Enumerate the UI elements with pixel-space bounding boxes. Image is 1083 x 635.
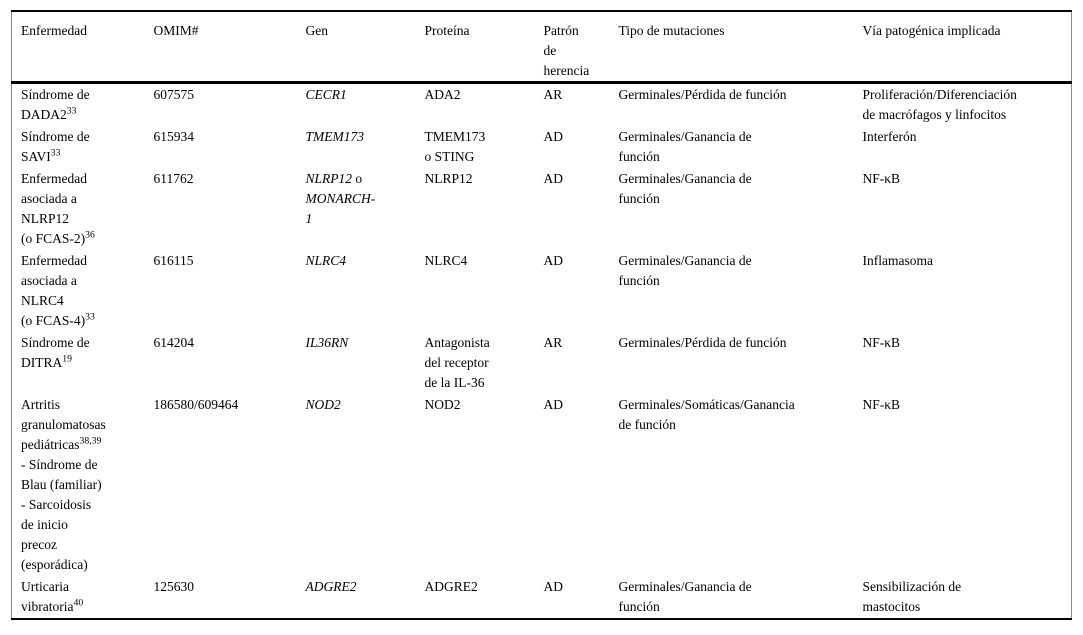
table-cell: 125630 [153, 579, 195, 594]
table-cell: Síndrome de DITRA19 [21, 335, 90, 370]
column-header: Vía patogénica implicada [862, 11, 1072, 84]
table-row: Enfermedad asociada a NLRC4 (o FCAS-4)33 616… [12, 250, 1072, 332]
table-cell: 616115 [153, 253, 194, 268]
table-cell: 186580/609464 [153, 397, 239, 412]
table-row: Urticaria vibratoria40 125630 ADGRE2 ADGRE2 A… [12, 576, 1072, 619]
gene-name: 1 [305, 211, 313, 226]
column-header: Proteína [424, 11, 544, 84]
table-cell: Germinales/Ganancia de función [618, 253, 752, 288]
table-cell: Germinales/Ganancia de función [618, 579, 752, 614]
table-header-row: Enfermedad OMIM# Gen Proteína Patrón de herenc… [11, 11, 1072, 84]
table-cell: AD [543, 579, 564, 594]
table-row: Síndrome de DADA233 607575 CECR1 ADA2 AR Germi… [12, 83, 1072, 127]
table-cell: AR [543, 335, 563, 350]
table-cell: NLRC4 [306, 250, 425, 332]
table-cell: NF-κB [862, 397, 901, 412]
table-cell: Proliferación/Diferenciación de macrófago… [862, 87, 1017, 122]
table-cell: ADA2 [424, 87, 461, 102]
table-cell: NOD2 [306, 394, 425, 576]
gene-name: MONARCH- [305, 191, 376, 206]
table-cell: Síndrome de DADA233 [21, 87, 90, 122]
gene-name: NLRP12 [305, 171, 353, 186]
table-cell: Germinales/Ganancia de función [618, 129, 752, 164]
column-header: OMIM# [153, 11, 306, 84]
table-cell: Artritis granulomatosas pediátricas38,39- … [21, 397, 106, 572]
gene-name: CECR1 [305, 87, 347, 102]
table-cell: NF-κB [862, 335, 901, 350]
gene-name: NOD2 [305, 397, 341, 412]
table-row: Artritis granulomatosas pediátricas38,39- … [12, 394, 1072, 576]
gene-name: NLRC4 [305, 253, 347, 268]
citation-superscript: 33 [50, 147, 61, 159]
table-cell: CECR1 [306, 83, 425, 127]
table-head: Enfermedad OMIM# Gen Proteína Patrón de herenc… [11, 11, 1072, 84]
table-cell: 611762 [153, 171, 194, 186]
table-cell: 614204 [153, 335, 195, 350]
gene-name: ADGRE2 [305, 579, 357, 594]
table-cell: AD [543, 397, 564, 412]
citation-superscript: 38,39 [79, 435, 102, 447]
gene-name: TMEM173 [305, 129, 365, 144]
table-row: Síndrome de DITRA19 614204 IL36RN Antagonist… [12, 332, 1072, 394]
table-cell: Germinales/Somáticas/Ganancia de función [618, 397, 795, 432]
citation-superscript: 33 [66, 105, 77, 117]
table-cell: Germinales/Ganancia de función [618, 171, 752, 206]
table-cell: Interferón [862, 129, 917, 144]
citation-superscript: 36 [85, 229, 95, 241]
column-header: Gen [305, 11, 425, 84]
table-cell: Síndrome de SAVI33 [21, 129, 90, 164]
table-cell: Inflamasoma [862, 253, 933, 268]
table-cell: 615934 [153, 129, 195, 144]
citation-superscript: 40 [73, 597, 84, 609]
table-cell: AD [543, 253, 564, 268]
gene-name: IL36RN [305, 335, 349, 350]
column-header: Enfermedad [11, 11, 154, 84]
column-header: Patrón de herencia [543, 11, 619, 84]
table-cell: ADGRE2 [424, 579, 478, 594]
table-cell: 607575 [153, 87, 195, 102]
table-cell: NOD2 [424, 397, 461, 412]
table-cell: TMEM173 o STING [424, 129, 486, 164]
table-cell: Sensibilización de mastocitos [862, 579, 962, 614]
table-row: Enfermedad asociada a NLRP12 (o FCAS-2)36 61… [12, 168, 1072, 250]
table-cell: TMEM173 [306, 126, 425, 168]
table-cell: Antagonista del receptor de la IL-36 [424, 335, 490, 390]
table-body: Síndrome de DADA233 607575 CECR1 ADA2 AR Germi… [12, 83, 1072, 620]
table-cell: NLRP12 [424, 171, 473, 186]
table-cell: NLRP12 o MONARCH- 1 [305, 171, 376, 226]
table-cell: Germinales/Pérdida de función [618, 335, 787, 350]
table-cell: NLRC4 [424, 253, 468, 268]
table-cell: AR [543, 87, 563, 102]
table-cell: Germinales/Pérdida de función [618, 87, 787, 102]
citation-superscript: 19 [62, 353, 72, 365]
citation-superscript: 33 [85, 311, 95, 323]
column-header: Tipo de mutaciones [618, 11, 863, 84]
table-cell: Enfermedad asociada a NLRC4 (o FCAS-4)33 [21, 253, 95, 328]
table-cell: NF-κB [862, 171, 901, 186]
table-cell: Urticaria vibratoria40 [21, 579, 84, 614]
table-cell: IL36RN [306, 332, 425, 394]
table-cell: AD [543, 171, 564, 186]
table-cell: AD [543, 129, 564, 144]
table-row: Síndrome de SAVI33 615934 TMEM173 TMEM173 o S… [12, 126, 1072, 168]
table-cell: Enfermedad asociada a NLRP12 (o FCAS-2)36 [21, 171, 95, 246]
diseases-table: Enfermedad OMIM# Gen Proteína Patrón de herenc… [11, 10, 1072, 620]
table-cell: ADGRE2 [306, 576, 425, 619]
